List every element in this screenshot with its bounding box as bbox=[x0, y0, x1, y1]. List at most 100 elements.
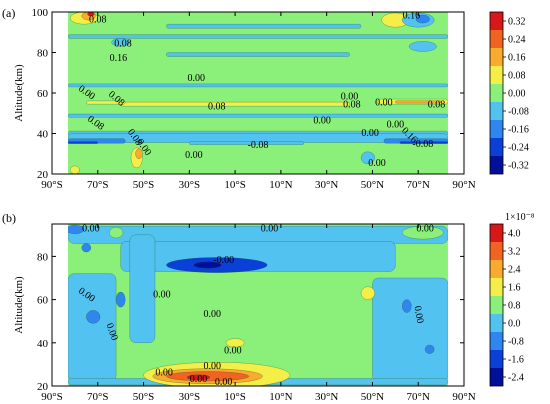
colorbar-swatch bbox=[490, 12, 503, 30]
colorbar-swatch bbox=[490, 138, 503, 156]
x-tick-label: 50°N bbox=[361, 391, 384, 403]
x-tick-label: 70°S bbox=[87, 179, 109, 191]
x-tick-label: 50°N bbox=[361, 179, 384, 191]
contour-region bbox=[87, 12, 95, 17]
contour-label: 0.00 bbox=[416, 224, 434, 235]
contour-region bbox=[115, 291, 126, 308]
contour-label: 0.08 bbox=[114, 39, 132, 50]
contour-region bbox=[135, 148, 143, 160]
data-field bbox=[68, 12, 448, 174]
colorbar-tick-label: 0.00 bbox=[508, 89, 526, 100]
contour-region bbox=[67, 113, 449, 118]
contour-region bbox=[360, 286, 375, 300]
x-tick-label: 70°N bbox=[407, 179, 430, 191]
panel-label: (b) bbox=[2, 211, 16, 225]
contour-region bbox=[67, 225, 449, 244]
contour-region bbox=[415, 14, 430, 24]
contour-label: -0.08 bbox=[412, 139, 433, 150]
x-tick-label: 90°N bbox=[452, 391, 475, 403]
colorbar-swatch bbox=[490, 296, 503, 314]
colorbar-tick-label: -1.6 bbox=[508, 355, 524, 366]
empty-margin bbox=[447, 12, 464, 174]
contour-region bbox=[401, 225, 444, 240]
contour-label: 0.00 bbox=[153, 290, 171, 301]
contour-label: 0.00 bbox=[203, 309, 221, 320]
plot-area: 0.00 0.00 0.00-0.000.00 0.000.00 0.000.000.0… bbox=[52, 224, 464, 388]
contour-label: 0.08 bbox=[428, 99, 446, 110]
contour-region bbox=[166, 52, 350, 57]
contour-label: 0.00 bbox=[215, 377, 233, 388]
contour-region bbox=[372, 277, 449, 382]
colorbar-swatch bbox=[490, 30, 503, 48]
contour-label: 0.00 bbox=[224, 346, 242, 357]
colorbar-swatch bbox=[490, 120, 503, 138]
y-tick-label: 60 bbox=[37, 88, 49, 100]
x-tick-label: 10°N bbox=[269, 179, 292, 191]
contour-region bbox=[360, 151, 375, 165]
colorbar-swatch bbox=[490, 350, 503, 368]
contour-region bbox=[193, 261, 222, 269]
colorbar: 4.0 3.2 2.4 1.6 0.8 0.0 -0.8 -1.6 -2.4 1×10⁻⁸ bbox=[489, 212, 535, 387]
colorbar-swatch bbox=[490, 314, 503, 332]
contour-label: 0.08 bbox=[208, 101, 226, 112]
x-tick-label: 70°S bbox=[87, 391, 109, 403]
contour-region bbox=[408, 41, 437, 52]
contour-label: 0.08 bbox=[89, 14, 107, 25]
x-tick-label: 70°N bbox=[407, 391, 430, 403]
x-axis: 90°S 70°S 50°S 30°S 10°S 10°N 30°N 50°N 70°N 90°N bbox=[41, 12, 476, 191]
contour-region bbox=[189, 141, 304, 145]
x-tick-label: 90°S bbox=[41, 179, 63, 191]
y-axis-label: Altitude(km) bbox=[13, 276, 25, 334]
contour-region bbox=[120, 101, 350, 107]
colorbar-tick-label: -0.8 bbox=[508, 337, 524, 348]
colorbar-swatch bbox=[490, 66, 503, 84]
contour-label: 0.00 bbox=[203, 361, 221, 372]
colorbar-tick-label: 0.16 bbox=[508, 53, 526, 64]
contour-label: 0.00 bbox=[82, 224, 100, 235]
contour-label: 0.00 bbox=[341, 91, 359, 102]
contour-region bbox=[401, 299, 412, 313]
colorbar-tick-label: -0.16 bbox=[508, 125, 529, 136]
empty-margin bbox=[52, 12, 69, 174]
y-tick-label: 80 bbox=[37, 251, 49, 263]
colorbar-swatch bbox=[490, 224, 503, 242]
colorbar-swatch bbox=[490, 156, 503, 174]
empty-margin bbox=[447, 224, 464, 386]
x-tick-label: 30°N bbox=[315, 179, 338, 191]
contour-label: -0.00 bbox=[213, 255, 234, 266]
contour-region bbox=[166, 23, 362, 29]
colorbar-tick-label: -0.32 bbox=[508, 161, 529, 172]
contour-region bbox=[81, 243, 92, 253]
colorbar-swatch bbox=[490, 242, 503, 260]
contour-label: 0.16 bbox=[403, 10, 421, 21]
x-tick-label: 10°N bbox=[269, 391, 292, 403]
colorbar-tick-label: -0.08 bbox=[508, 107, 529, 118]
plot-frame bbox=[51, 223, 465, 387]
x-tick-label: 30°N bbox=[315, 391, 338, 403]
colorbar-tick-label: -0.24 bbox=[508, 143, 529, 154]
x-tick-label: 30°S bbox=[179, 391, 201, 403]
contour-label: 0.00 bbox=[387, 120, 405, 131]
y-tick-label: 100 bbox=[32, 7, 49, 19]
empty-margin bbox=[52, 224, 69, 386]
y-tick-label: 20 bbox=[37, 381, 49, 393]
contour-region bbox=[70, 165, 80, 174]
contour-region bbox=[424, 344, 435, 354]
colorbar-tick-label: 0.0 bbox=[508, 319, 521, 330]
y-tick-label: 60 bbox=[37, 295, 49, 307]
contour-label: 0.00 bbox=[361, 128, 379, 139]
colorbar: 0.32 0.24 0.16 0.08 0.00 -0.08 -0.16 -0.24 -0.32 bbox=[489, 11, 529, 175]
contour-label: 0.00 bbox=[368, 158, 386, 169]
contour-region bbox=[67, 83, 449, 88]
contour-region bbox=[111, 38, 131, 47]
contour-label: 0.00 bbox=[261, 224, 279, 235]
colorbar-swatch bbox=[490, 102, 503, 120]
contour-region bbox=[86, 310, 101, 324]
colorbar-tick-label: 0.08 bbox=[508, 71, 526, 82]
contour-label: 0.00 bbox=[185, 150, 203, 161]
contour-label: 0.00 bbox=[313, 116, 331, 127]
plot-area: 0.08 0.160.080.160.000.00 0.08 0.080.000.08… bbox=[52, 10, 464, 174]
colorbar-tick-label: 1.6 bbox=[508, 283, 521, 294]
y-axis: 20 40 60 80 bbox=[37, 251, 464, 393]
